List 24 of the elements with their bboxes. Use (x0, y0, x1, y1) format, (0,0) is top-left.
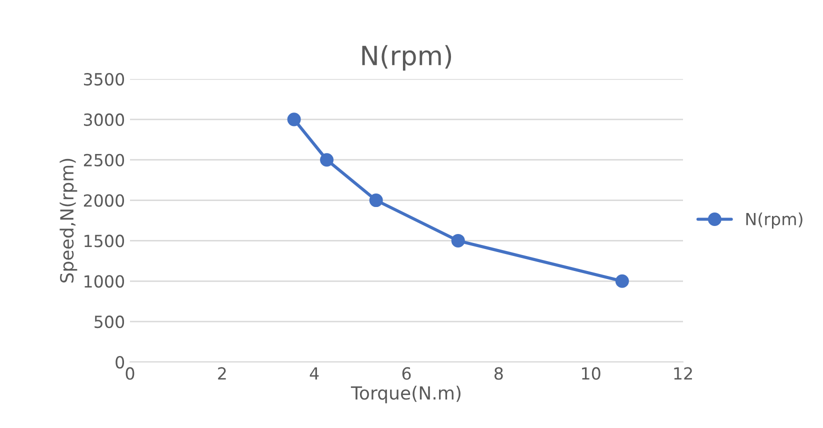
y-tick-label: 1000 (84, 275, 124, 288)
x-tick-label: 10 (582, 367, 600, 380)
y-tick-label: 3500 (84, 72, 124, 86)
y-axis-title: Speed,N(rpm) (60, 158, 78, 283)
point (320, 153, 334, 167)
point (615, 274, 629, 288)
x-axis-title: Torque(N.m) (350, 386, 460, 404)
point (451, 234, 465, 248)
chart-title: N(rpm) (362, 45, 452, 71)
y-tick-label: 2000 (84, 194, 124, 207)
y-tick-label: 1500 (84, 234, 124, 248)
x-tick-label: 2 (218, 367, 226, 380)
y-tick-label: 0 (116, 356, 124, 369)
y-tick-label: 500 (94, 316, 124, 328)
x-tick-label: 4 (310, 367, 319, 380)
legend-label: N(rpm) (746, 212, 802, 229)
x-tick-label: 0 (126, 367, 134, 380)
x-tick-label: 12 (674, 367, 692, 380)
y-tick-label: 2500 (84, 154, 124, 166)
y-tick-label: 3000 (84, 113, 124, 126)
x-tick-label: 6 (402, 367, 411, 380)
point (287, 112, 301, 126)
point (369, 194, 383, 208)
x-tick-label: 8 (494, 367, 503, 380)
